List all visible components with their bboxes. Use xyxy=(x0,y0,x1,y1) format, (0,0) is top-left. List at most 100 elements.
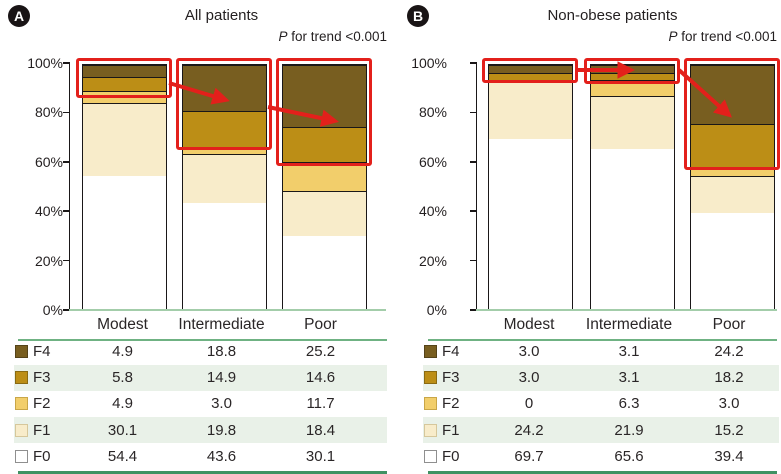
y-tick-label: 40% xyxy=(418,203,447,220)
bar-segment-F1 xyxy=(489,79,572,139)
highlight-box-intermediate xyxy=(175,58,272,150)
y-axis-tick xyxy=(63,161,70,163)
value-cell: 30.1 xyxy=(305,447,336,465)
y-tick-label: 60% xyxy=(34,153,63,170)
value-cell: 3.0 xyxy=(718,395,740,413)
f0-color-swatch xyxy=(424,449,437,463)
highlight-box-modest xyxy=(481,58,578,83)
table-row-f2: F2 4.9 3.0 11.7 xyxy=(14,391,387,417)
y-axis-tick xyxy=(470,161,477,163)
plot-area xyxy=(470,58,781,311)
stage-label: F4 xyxy=(442,343,460,361)
stage-legend-cell: F1 xyxy=(14,422,73,439)
bar-segment-F3 xyxy=(489,72,572,80)
y-tick-label: 100% xyxy=(411,55,447,71)
table-row-f2: F2 0 6.3 3.0 xyxy=(423,391,779,417)
y-axis-labels: 100% 80% 60% 40% 20% 0% xyxy=(391,55,447,318)
value-cell: 19.8 xyxy=(206,421,237,439)
bar-segment-F1 xyxy=(591,95,674,149)
f1-color-swatch xyxy=(424,423,437,437)
stage-legend-cell: F2 xyxy=(423,395,479,412)
table-row-f0: F0 69.7 65.6 39.4 xyxy=(423,443,779,469)
y-tick-label: 40% xyxy=(34,203,63,220)
value-cell: 39.4 xyxy=(714,447,744,465)
stage-label: F0 xyxy=(442,447,460,465)
value-cell: 24.2 xyxy=(514,421,544,439)
stacked-bar-poor xyxy=(282,64,367,310)
bar-segment-F3 xyxy=(83,76,166,92)
value-cell: 4.9 xyxy=(112,395,133,413)
value-cell: 6.3 xyxy=(618,395,640,413)
stage-frequency-table: Modest Intermediate Poor F4 3.0 3.1 24.2 F3 3.0 3… xyxy=(423,312,779,469)
highlight-box-intermediate xyxy=(583,58,680,84)
y-axis-tick xyxy=(63,111,70,114)
bar-segment-F1 xyxy=(283,190,366,236)
bar-segment-F3 xyxy=(183,110,266,148)
value-cell: 3.0 xyxy=(518,343,540,361)
panel-a-title: All patients xyxy=(184,7,259,24)
stage-legend-cell: F3 xyxy=(14,369,73,386)
panel-a-badge: A xyxy=(8,5,30,27)
stage-legend-cell: F0 xyxy=(14,448,73,465)
p-trend-text: for trend <0.001 xyxy=(677,29,777,44)
value-cell: 54.4 xyxy=(107,447,138,465)
value-cell: 0 xyxy=(524,395,534,413)
y-axis-tick xyxy=(470,111,477,114)
y-tick-label: 60% xyxy=(418,153,447,170)
stacked-bar-intermediate xyxy=(590,64,675,310)
table-top-rule xyxy=(428,338,777,341)
value-cell: 3.1 xyxy=(618,369,640,387)
value-cell: 69.7 xyxy=(514,447,544,465)
bar-segment-F3 xyxy=(691,124,774,169)
y-axis-tick xyxy=(470,210,477,212)
value-cell: 65.6 xyxy=(614,447,644,465)
stage-label: F4 xyxy=(33,343,51,361)
highlight-box-poor xyxy=(275,58,372,166)
value-cell: 15.2 xyxy=(714,421,744,439)
value-cell: 18.2 xyxy=(714,369,744,387)
value-cell: 3.0 xyxy=(518,369,540,387)
f1-color-swatch xyxy=(15,423,28,437)
y-tick-label: 80% xyxy=(34,104,63,121)
highlight-box-poor xyxy=(683,58,780,171)
f0-color-swatch xyxy=(15,449,28,463)
stage-legend-cell: F0 xyxy=(423,448,479,465)
y-tick-label: 0% xyxy=(42,302,63,318)
stage-legend-cell: F4 xyxy=(14,343,73,360)
f4-color-swatch xyxy=(424,345,437,359)
bar-segment-F0 xyxy=(591,148,674,309)
stage-label: F2 xyxy=(442,395,460,413)
table-top-rule xyxy=(18,338,387,341)
bar-segment-F0 xyxy=(691,212,774,309)
bar-segment-F1 xyxy=(83,103,166,177)
f3-color-swatch xyxy=(15,371,28,385)
stacked-bar-poor xyxy=(690,64,775,310)
stage-label: F2 xyxy=(33,395,51,413)
bar-segment-F1 xyxy=(183,154,266,203)
column-header-intermediate: Intermediate xyxy=(585,316,673,334)
stage-label: F1 xyxy=(442,421,460,439)
value-cell: 24.2 xyxy=(714,343,744,361)
value-cell: 14.9 xyxy=(206,369,237,387)
column-header-modest: Modest xyxy=(97,316,148,334)
table-header-row: Modest Intermediate Poor xyxy=(423,312,779,339)
plot-area xyxy=(63,58,375,311)
column-header-intermediate: Intermediate xyxy=(178,316,265,334)
bar-segment-F2 xyxy=(283,162,366,191)
stage-label: F1 xyxy=(33,421,51,439)
y-axis-tick xyxy=(63,309,70,311)
bar-segment-F3 xyxy=(283,126,366,163)
p-symbol: P xyxy=(278,29,288,44)
y-tick-label: 100% xyxy=(27,55,63,71)
table-bottom-rule xyxy=(18,471,387,474)
panel-b-title: Non-obese patients xyxy=(547,7,678,24)
value-cell: 3.0 xyxy=(211,395,232,413)
table-row-f4: F4 4.9 18.8 25.2 xyxy=(14,339,387,365)
highlight-box-modest xyxy=(75,58,172,98)
panel-b-badge: B xyxy=(407,5,429,27)
stage-legend-cell: F4 xyxy=(423,343,479,360)
bar-segment-F0 xyxy=(83,176,166,309)
y-tick-label: 20% xyxy=(418,252,447,269)
stage-legend-cell: F2 xyxy=(14,395,73,412)
stage-frequency-table: Modest Intermediate Poor F4 4.9 18.8 25.2 F3 5.8… xyxy=(14,312,387,469)
